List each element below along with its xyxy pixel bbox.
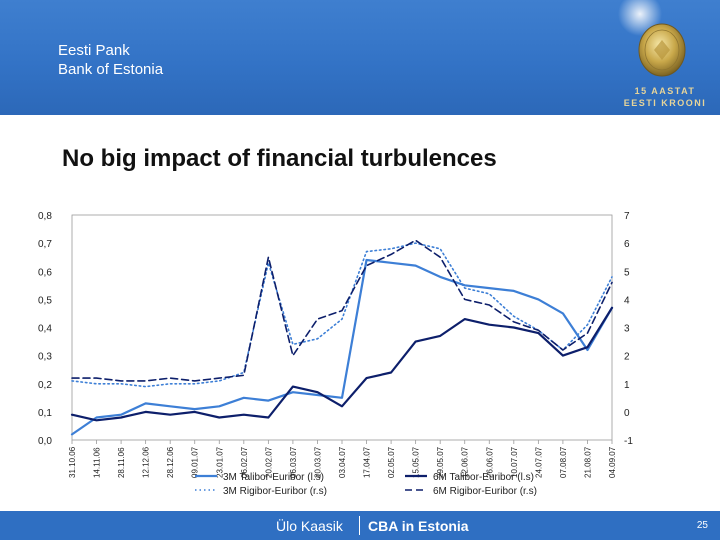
- legend-label: 3M Talibor-Euribor (l.s): [223, 472, 324, 483]
- y-right-tick-label: 7: [624, 211, 630, 222]
- x-tick-label: 24.07.07: [534, 446, 543, 478]
- y-left-tick-label: 0,7: [38, 239, 52, 250]
- y-right-tick-label: 0: [624, 408, 630, 419]
- x-tick-label: 12.12.06: [142, 446, 151, 478]
- y-right-tick-label: 3: [624, 324, 630, 335]
- y-left-tick-label: 0,4: [38, 324, 52, 335]
- bank-name-english: Bank of Estonia: [58, 61, 164, 78]
- x-tick-label: 04.09.07: [608, 446, 617, 478]
- x-tick-label: 14.11.06: [93, 447, 102, 478]
- legend-label: 6M Talibor-Euribor (l.s): [433, 472, 534, 483]
- footer-topic: CBA in Estonia: [368, 518, 469, 534]
- anniversary-coin-logo: [618, 0, 686, 77]
- legend-label: 3M Rigibor-Euribor (r.s): [223, 486, 327, 497]
- x-tick-label: 06.02.07: [240, 446, 249, 478]
- page-number: 25: [696, 520, 708, 531]
- footer-divider: [359, 516, 360, 535]
- x-tick-label: 21.08.07: [583, 446, 592, 478]
- x-tick-label: 31.10.06: [68, 446, 77, 478]
- x-tick-label: 20.02.07: [264, 446, 273, 478]
- footer-author: Ülo Kaasik: [276, 518, 343, 534]
- series-line: [71, 239, 613, 382]
- series-line: [71, 242, 613, 388]
- x-tick-label: 15.05.07: [412, 446, 421, 478]
- y-left-tick-label: 0,1: [38, 408, 52, 419]
- y-right-tick-label: 5: [624, 267, 630, 278]
- x-tick-label: 10.07.07: [510, 446, 519, 478]
- x-tick-label: 03.04.07: [338, 446, 347, 478]
- x-tick-label: 17.04.07: [363, 446, 372, 478]
- bank-name-estonian: Eesti Pank: [58, 42, 130, 59]
- x-tick-label: 12.06.07: [461, 446, 470, 478]
- y-right-tick-label: 2: [624, 352, 630, 363]
- series-line: [70, 306, 614, 422]
- x-tick-label: 20.03.07: [313, 446, 322, 478]
- legend-label: 6M Rigibor-Euribor (r.s): [433, 486, 537, 497]
- emblem-label-years: 15 AASTAT: [634, 86, 696, 96]
- emblem-label-kroon: EESTI KROONI: [623, 98, 707, 108]
- spread-line-chart: 0,0 0,1 0,2 0,3 0,4 0,5 0,6 0,7 0,8 -1 0 1 2 3 4 5 6 7 31.…: [38, 211, 633, 497]
- x-tick-label: 07.08.07: [559, 446, 568, 478]
- slide-title: No big impact of financial turbulences: [62, 145, 497, 172]
- x-tick-label: 23.01.07: [215, 446, 224, 478]
- y-left-tick-label: 0,8: [38, 211, 52, 222]
- x-tick-label: 28.11.06: [117, 447, 126, 478]
- x-tick-label: 02.05.07: [387, 446, 396, 478]
- y-right-tick-label: 4: [624, 295, 630, 306]
- y-right-tick-label: 1: [624, 380, 630, 391]
- x-tick-label: 29.05.07: [436, 446, 445, 478]
- y-left-tick-label: 0,6: [38, 267, 52, 278]
- x-tick-label: 28.12.06: [166, 446, 175, 478]
- y-left-tick-label: 0,0: [38, 436, 52, 447]
- y-left-tick-label: 0,5: [38, 295, 52, 306]
- footer-bar: Ülo Kaasik CBA in Estonia 25: [0, 511, 720, 540]
- x-tick-label: 09.01.07: [191, 446, 200, 478]
- y-left-tick-label: 0,3: [38, 352, 52, 363]
- header-bar: Eesti Pank Bank of Estonia 15 AASTAT EES…: [0, 0, 720, 115]
- y-left-tick-label: 0,2: [38, 380, 52, 391]
- x-tick-label: 26.06.07: [485, 446, 494, 478]
- y-right-tick-label: -1: [624, 436, 633, 447]
- y-right-tick-label: 6: [624, 239, 630, 250]
- x-tick-label: 06.03.07: [289, 446, 298, 478]
- series-line: [70, 258, 614, 436]
- bank-name: Eesti Pank Bank of Estonia: [58, 41, 163, 79]
